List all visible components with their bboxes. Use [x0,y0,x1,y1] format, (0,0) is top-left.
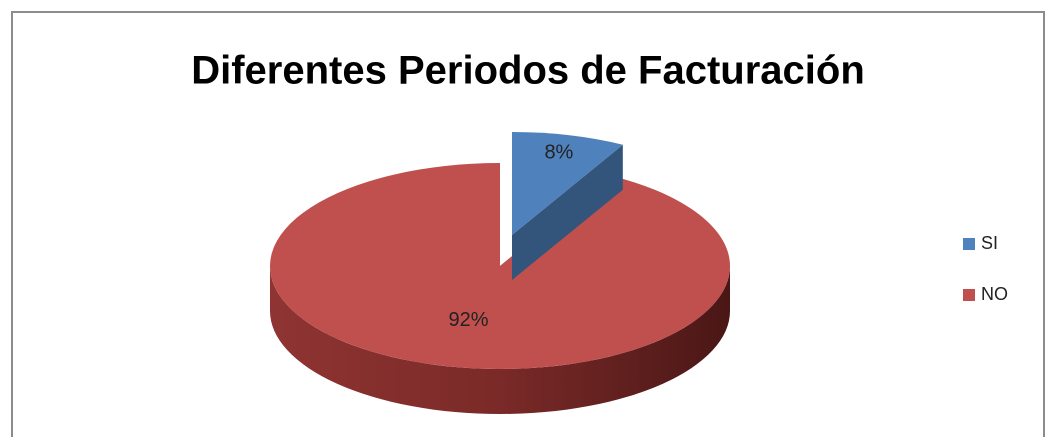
data-label: 92% [449,309,489,331]
pie-slice [512,132,623,235]
legend-label: SI [981,233,998,253]
data-label: 8% [544,141,573,163]
legend-swatch [963,289,975,301]
slice-cut-face [512,144,623,280]
chart-title: Diferentes Periodos de Facturación [191,49,865,93]
pie-slice [269,163,730,370]
legend-swatch [963,238,975,250]
legend-label: NO [981,284,1008,304]
slice-side [270,266,730,414]
